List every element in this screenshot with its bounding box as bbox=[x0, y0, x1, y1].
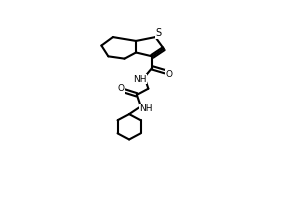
Text: NH: NH bbox=[139, 104, 153, 113]
Text: S: S bbox=[155, 28, 161, 38]
Text: NH: NH bbox=[133, 75, 147, 84]
Text: O: O bbox=[166, 70, 173, 79]
Text: O: O bbox=[117, 84, 124, 93]
